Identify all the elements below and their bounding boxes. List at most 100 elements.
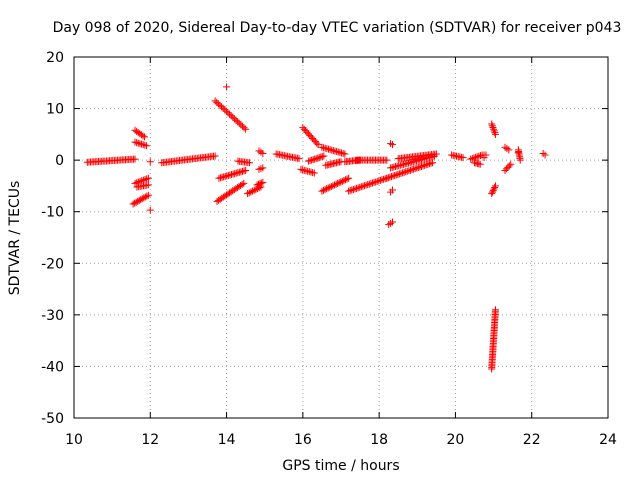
data-point (305, 157, 313, 165)
data-point (216, 101, 224, 109)
data-point (224, 109, 232, 117)
data-point (338, 177, 346, 185)
data-point (384, 174, 392, 182)
data-point (392, 171, 400, 179)
data-point (362, 181, 370, 189)
x-tick-label: 12 (141, 432, 159, 448)
data-point (327, 183, 335, 191)
data-point (255, 165, 263, 173)
y-tick-label: 20 (46, 50, 64, 66)
data-point (144, 181, 152, 189)
data-point (255, 180, 263, 188)
data-point (137, 196, 145, 204)
data-point (314, 154, 322, 162)
data-point (240, 179, 248, 187)
data-point (490, 127, 498, 135)
data-point (131, 138, 139, 146)
data-point (356, 183, 364, 191)
data-point (259, 178, 267, 186)
data-point (245, 189, 253, 197)
y-axis-label: SDTVAR / TECUs (7, 181, 23, 296)
data-point (144, 191, 152, 199)
data-point (324, 184, 332, 192)
data-point (343, 175, 351, 183)
data-point (348, 186, 356, 194)
data-point (310, 169, 318, 177)
data-point (490, 185, 498, 193)
data-point (252, 185, 260, 193)
y-tick-label: 10 (46, 102, 64, 118)
x-tick-labels: 10 12 14 16 18 20 22 24 (65, 432, 617, 448)
data-point (381, 175, 389, 183)
data-point (141, 193, 149, 201)
data-point (357, 183, 365, 191)
data-point (372, 178, 380, 186)
data-point (318, 153, 326, 161)
y-tick-label: -50 (41, 411, 64, 427)
data-point (135, 196, 143, 204)
data-point (421, 161, 429, 169)
data-point (247, 188, 255, 196)
data-point (503, 145, 511, 153)
data-point (319, 186, 327, 194)
data-point (427, 159, 435, 167)
data-point (257, 148, 265, 156)
plot-frame (73, 56, 609, 419)
data-point (459, 154, 467, 162)
data-point (142, 142, 150, 150)
data-point (383, 156, 391, 164)
data-point (476, 160, 484, 168)
data-point (340, 176, 348, 184)
data-point (237, 121, 245, 129)
data-point (140, 194, 148, 202)
data-point (491, 130, 499, 138)
data-point (323, 185, 331, 193)
data-point (388, 218, 396, 226)
data-point (256, 180, 264, 188)
data-point (317, 153, 325, 161)
data-point (227, 112, 235, 120)
data-point (131, 199, 139, 207)
data-point (422, 161, 430, 169)
data-point (541, 151, 549, 159)
data-point (410, 165, 418, 173)
data-point (226, 110, 234, 118)
data-point (253, 181, 261, 189)
data-point (505, 162, 513, 170)
data-point (136, 140, 144, 148)
data-point (257, 179, 265, 187)
data-point (329, 182, 337, 190)
y-tick-label: 0 (55, 153, 64, 169)
data-point (219, 104, 227, 112)
data-point (502, 165, 510, 173)
data-point (311, 155, 319, 163)
data-point (337, 178, 345, 186)
x-tick-label: 16 (294, 432, 312, 448)
x-tick-label: 24 (599, 432, 617, 448)
data-point (488, 188, 496, 196)
data-point (141, 141, 149, 149)
data-point (259, 149, 267, 157)
data-point (341, 150, 349, 158)
data-point (373, 177, 381, 185)
data-point (238, 122, 246, 130)
data-point (332, 180, 340, 188)
data-point (349, 185, 357, 193)
data-point (218, 103, 226, 111)
x-tick-label: 20 (447, 432, 465, 448)
data-point (419, 162, 427, 170)
data-point (346, 187, 354, 195)
data-point (257, 165, 265, 173)
data-point (367, 180, 375, 188)
y-tick-labels: -50 -40 -30 -20 -10 0 10 20 (41, 50, 64, 427)
data-point (501, 166, 509, 174)
y-tick-label: -30 (41, 308, 64, 324)
data-point (308, 156, 316, 164)
data-point (488, 190, 496, 198)
data-point (326, 183, 334, 191)
data-point (240, 124, 248, 132)
data-point (491, 306, 499, 314)
data-point (388, 173, 396, 181)
data-point (467, 155, 475, 163)
data-point (468, 155, 476, 163)
